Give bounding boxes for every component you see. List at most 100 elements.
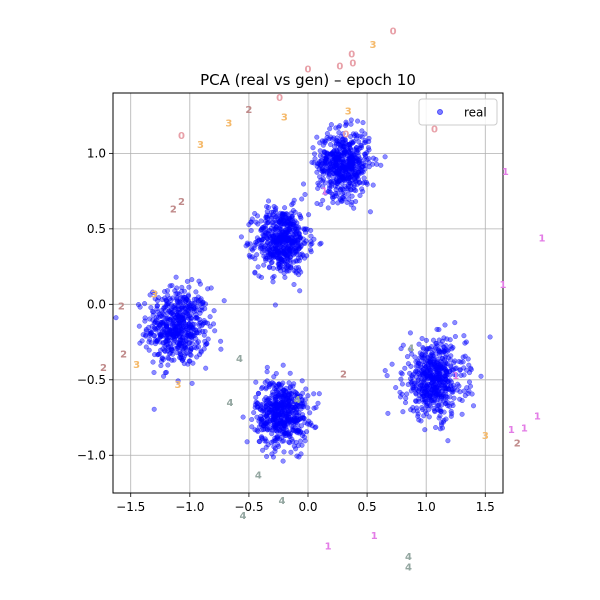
real-point (252, 270, 258, 276)
generated-label-1: 1 (508, 425, 515, 436)
real-point (351, 184, 357, 191)
real-point (275, 393, 281, 399)
real-point (397, 389, 403, 395)
real-point (289, 423, 295, 429)
real-point (276, 265, 283, 271)
generated-label-4: 4 (255, 470, 262, 481)
real-point (307, 410, 313, 416)
real-point (422, 427, 428, 433)
real-point (198, 320, 204, 326)
real-point (398, 376, 404, 382)
real-point (280, 458, 286, 464)
real-point (312, 425, 318, 431)
real-point (344, 176, 350, 182)
real-point (191, 306, 197, 312)
real-point (466, 379, 473, 385)
real-point (188, 322, 194, 328)
real-point (293, 417, 299, 423)
real-point (339, 156, 345, 163)
real-point (184, 297, 190, 303)
real-point (415, 358, 421, 364)
real-point (463, 339, 469, 345)
real-point (327, 151, 333, 157)
real-point (433, 340, 439, 347)
real-point (349, 140, 355, 146)
real-point (410, 405, 416, 411)
generated-label-0: 0 (390, 27, 397, 38)
real-point (459, 411, 465, 417)
real-point (263, 444, 269, 450)
real-point (279, 413, 286, 419)
real-point (373, 156, 379, 163)
real-point (363, 139, 369, 145)
real-point (271, 203, 277, 210)
real-point (348, 117, 354, 123)
real-point (360, 180, 366, 186)
real-point (441, 409, 447, 415)
real-point (146, 347, 152, 353)
real-point (286, 215, 292, 221)
generated-label-1: 1 (539, 233, 546, 244)
real-point (279, 393, 285, 400)
real-point (304, 429, 310, 435)
real-point (424, 375, 430, 381)
real-point (268, 225, 274, 231)
real-point (297, 288, 303, 294)
real-point (302, 229, 309, 235)
real-point (362, 151, 368, 157)
real-point (402, 400, 409, 406)
real-point (349, 173, 355, 179)
real-point (173, 345, 179, 351)
real-point (273, 209, 279, 215)
real-point (169, 282, 175, 289)
real-point (424, 369, 430, 375)
real-point (255, 428, 261, 435)
real-point (333, 156, 339, 162)
real-point (249, 416, 255, 423)
real-point (258, 274, 265, 280)
real-point (167, 283, 173, 289)
real-point (437, 398, 443, 404)
real-point (281, 249, 287, 255)
real-point (330, 175, 337, 181)
real-point (263, 420, 269, 426)
real-point (439, 425, 446, 431)
real-point (265, 240, 271, 246)
generated-label-3: 3 (281, 113, 288, 124)
real-point (457, 389, 463, 395)
real-point (182, 353, 188, 359)
real-point (440, 419, 446, 425)
real-point (427, 346, 433, 352)
real-point (286, 431, 292, 437)
real-point (366, 160, 372, 166)
real-point (456, 383, 462, 389)
real-point (272, 226, 278, 232)
real-point (221, 298, 227, 304)
real-point (415, 413, 421, 419)
real-point (322, 168, 328, 174)
real-point (244, 240, 250, 246)
real-point (309, 241, 315, 247)
real-point (317, 148, 323, 154)
real-point (247, 254, 253, 260)
real-point (175, 290, 181, 297)
real-point (315, 400, 321, 406)
real-series (113, 117, 493, 464)
x-tick-label: 1.0 (417, 500, 436, 514)
generated-label-3: 3 (175, 380, 182, 391)
real-point (311, 391, 317, 397)
generated-label-4: 4 (236, 354, 243, 365)
real-point (319, 138, 325, 144)
x-tick-label: −1.0 (175, 500, 204, 514)
real-point (297, 236, 303, 242)
real-point (199, 323, 205, 329)
real-point (362, 131, 368, 137)
real-point (317, 174, 323, 180)
real-point (456, 358, 462, 365)
real-point (419, 335, 425, 342)
real-point (308, 227, 314, 233)
real-point (466, 362, 472, 368)
real-point (271, 374, 277, 380)
real-point (193, 314, 199, 320)
real-point (418, 390, 424, 396)
